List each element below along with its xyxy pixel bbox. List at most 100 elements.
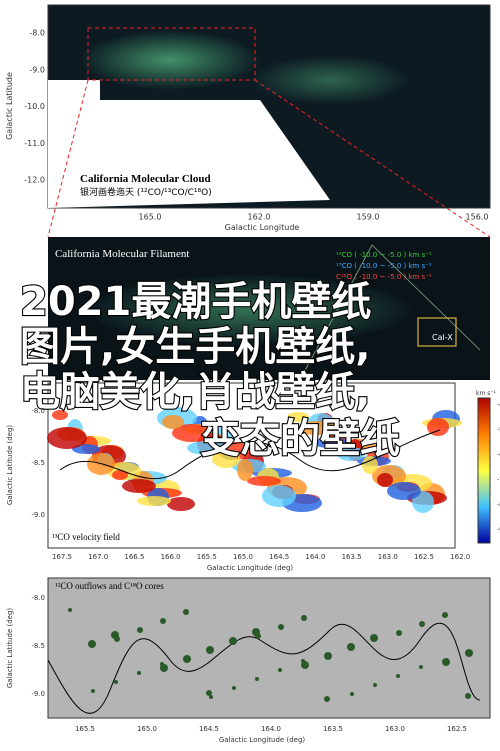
panel-title: California Molecular Cloud [80, 173, 211, 185]
velocity-patch [162, 415, 184, 429]
x-tick-label: 164.5 [269, 553, 289, 561]
velocity-patch [137, 496, 171, 506]
x-tick-label: 164.5 [199, 725, 219, 733]
core [278, 668, 282, 672]
colorbar-label: km s⁻¹ [476, 390, 497, 397]
core [278, 624, 284, 630]
annotation: Cal-X [432, 333, 453, 342]
x-axis-label: Galactic Longitude [225, 223, 300, 232]
panel-4-frame [47, 577, 491, 719]
y-axis-label: Galactic Latitude [5, 72, 14, 140]
y-axis-label: Galactic Latitude (deg) [6, 425, 14, 506]
triangle [299, 244, 481, 381]
velocity-patch [112, 470, 128, 480]
x-tick-label: -9 [497, 527, 500, 534]
velocity-patch [52, 410, 68, 420]
velocity-patch [362, 456, 378, 474]
velocity-patch [287, 412, 309, 422]
velocity-patch [412, 491, 434, 513]
velocity-patch [187, 441, 227, 455]
x-tick-label: 162.5 [447, 725, 467, 733]
core [114, 680, 118, 684]
x-tick-label: 164.0 [305, 553, 325, 561]
x-tick-label: -8 [497, 502, 500, 509]
y-tick-label: -12.0 [24, 176, 45, 185]
core [91, 689, 95, 693]
y-tick-label: -9.0 [31, 511, 45, 519]
blank-area [48, 80, 330, 208]
velocity-patch [172, 424, 212, 442]
x-tick-label: 162.0 [248, 213, 271, 222]
core [396, 630, 402, 636]
core [442, 612, 448, 618]
y-tick-label: -8.0 [29, 29, 45, 38]
velocity-patch [387, 482, 421, 500]
cal-x-box [417, 317, 457, 347]
x-tick-label: 167.0 [88, 553, 108, 561]
x-tick-label: 166.0 [161, 553, 181, 561]
x-tick-label: -6 [497, 452, 500, 459]
x-tick-label: 163.5 [323, 725, 343, 733]
x-tick-label: -7 [497, 477, 500, 484]
zoom-line [47, 79, 89, 238]
x-tick-label: 163.5 [342, 553, 362, 561]
core [183, 655, 191, 663]
core [301, 659, 305, 663]
contour [59, 429, 441, 480]
core [347, 643, 355, 651]
x-tick-label: 167.5 [52, 553, 72, 561]
core [373, 683, 377, 687]
core [419, 665, 423, 669]
velocity-patch [167, 497, 195, 511]
panel-title: ¹³CO velocity field [52, 532, 120, 542]
velocity-patch [237, 459, 253, 481]
core [206, 646, 214, 654]
core [324, 652, 332, 660]
x-tick-label: 156.0 [466, 213, 489, 222]
core [419, 621, 425, 627]
core [183, 609, 189, 615]
x-tick-label: 165.0 [137, 725, 157, 733]
core [229, 637, 237, 645]
overlay-line: 变态的壁纸 [200, 416, 400, 462]
panel-title: California Molecular Filament [55, 248, 189, 260]
overlay-line: 电脑美化,肖战壁纸, [20, 369, 370, 415]
velocity-patch [212, 450, 240, 468]
legend-entry: ¹²CO ( -10.0 ~ -5.0 ) km s⁻¹ [336, 251, 432, 259]
x-tick-label: 163.0 [385, 725, 405, 733]
velocity-patch [247, 476, 281, 486]
legend-entry: ¹³CO ( -10.0 ~ -5.0 ) km s⁻¹ [336, 262, 432, 270]
core [442, 658, 450, 666]
velocity-patch [337, 447, 365, 461]
core [396, 674, 400, 678]
y-tick-label: -10.0 [24, 102, 45, 111]
nebula [90, 275, 410, 345]
core [350, 692, 354, 696]
x-tick-label: 165.0 [139, 213, 162, 222]
nebula [80, 30, 260, 90]
x-tick-label: 159.0 [357, 213, 380, 222]
y-tick-label: -8.5 [31, 459, 45, 467]
y-tick-label: -8.5 [31, 642, 45, 650]
x-tick-label: 163.0 [378, 553, 398, 561]
legend-entry: C¹⁸O ( -10.0 ~ -5.0 ) km s⁻¹ [336, 273, 432, 281]
velocity-patch [122, 479, 156, 493]
overlay-line: 2021最潮手机壁纸 [20, 279, 371, 325]
velocity-patch [47, 427, 87, 449]
x-tick-label: -4 [497, 402, 500, 409]
core [137, 627, 143, 633]
velocity-patch [377, 473, 393, 487]
velocity-patch [312, 438, 352, 448]
y-tick-label: -8.0 [31, 594, 45, 602]
x-tick-label: 162.5 [414, 553, 434, 561]
y-tick-label: -11.0 [24, 139, 45, 148]
x-tick-label: 165.5 [197, 553, 217, 561]
x-tick-label: 165.0 [233, 553, 253, 561]
core [160, 662, 164, 666]
core [160, 618, 166, 624]
core [465, 693, 471, 699]
velocity-map [47, 407, 462, 513]
core [255, 677, 259, 681]
overlay-line: 图片,女生手机壁纸, [20, 324, 370, 370]
x-tick-label: 162.0 [450, 553, 470, 561]
